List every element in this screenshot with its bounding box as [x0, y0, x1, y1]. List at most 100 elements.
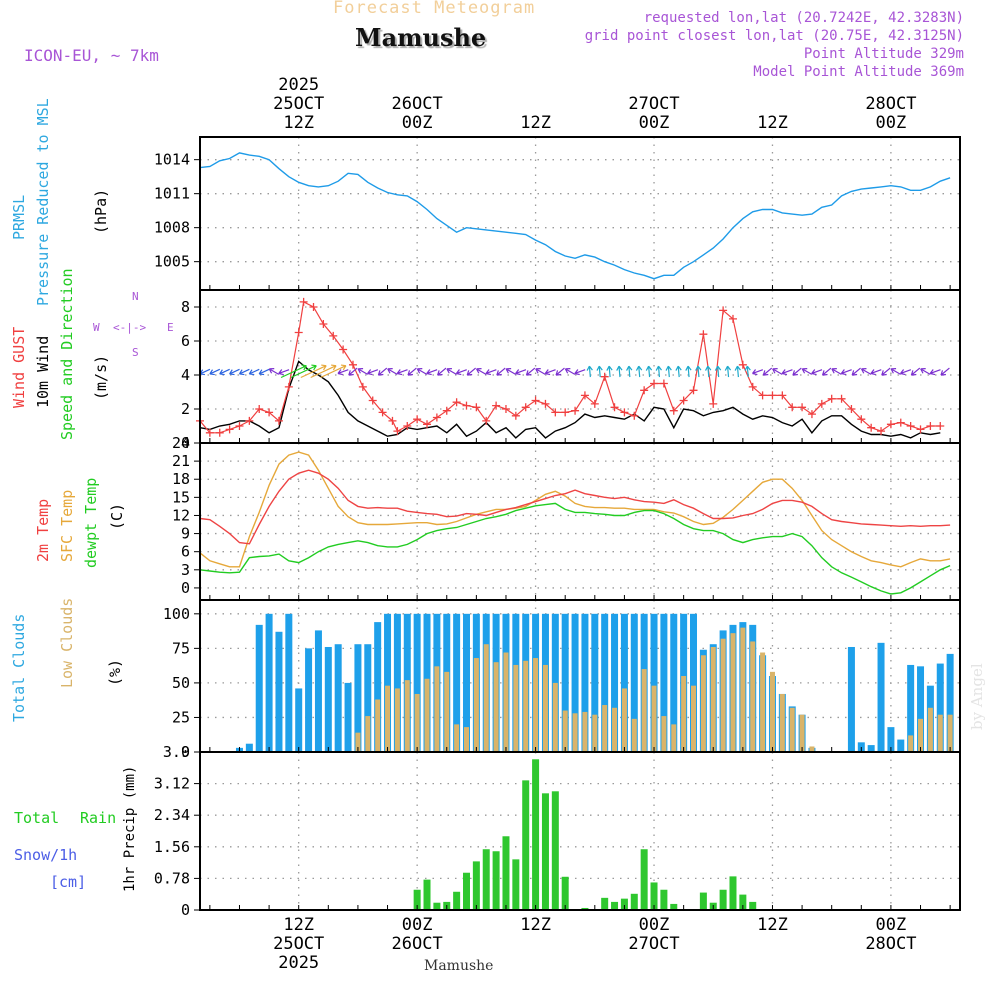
gust-marker — [319, 320, 328, 328]
y-tick-label: 1.56 — [154, 838, 190, 856]
label-total: Total — [14, 809, 60, 827]
wind-arrow — [219, 368, 230, 376]
precip-bar — [749, 901, 757, 910]
total-cloud-bar — [245, 743, 253, 752]
low-cloud-bar — [700, 655, 706, 752]
wind-gust-line — [199, 300, 941, 434]
gust-marker — [867, 423, 876, 432]
product-title: Forecast Meteogram — [333, 0, 536, 18]
gust-marker — [580, 391, 589, 400]
precip-bar — [611, 901, 619, 910]
low-cloud-bar — [582, 711, 588, 752]
total-cloud-bar — [265, 613, 273, 752]
low-cloud-bar — [641, 669, 647, 752]
label-t2m: 2m Temp — [34, 498, 52, 562]
gust-marker — [541, 399, 550, 408]
model-altitude: Model Point Altitude 369m — [753, 64, 964, 80]
wind-arrow — [792, 367, 802, 376]
wind-arrow — [685, 365, 692, 378]
wind-arrow — [586, 365, 593, 378]
top-time-label: 12Z — [757, 113, 788, 133]
total-cloud-bar — [847, 646, 855, 752]
low-cloud-bar — [602, 705, 608, 752]
label-rain: Rain — [80, 809, 117, 827]
label-temp-unit: (C) — [108, 502, 126, 530]
gust-marker — [205, 428, 214, 437]
gust-marker — [462, 401, 471, 410]
wind-arrow — [665, 365, 672, 378]
low-cloud-bar — [631, 718, 637, 752]
wind-arrow — [811, 369, 823, 376]
gust-marker — [368, 396, 377, 405]
low-cloud-bar — [661, 716, 667, 752]
precip-bar — [729, 876, 737, 910]
y-tick-label: 9 — [181, 525, 190, 543]
total-cloud-bar — [907, 664, 915, 752]
gust-marker — [630, 411, 639, 420]
gust-marker — [388, 416, 397, 425]
gust-marker — [906, 422, 915, 430]
low-cloud-bar — [463, 727, 469, 752]
low-cloud-bar — [720, 638, 726, 752]
gust-marker — [886, 420, 895, 429]
low-cloud-bar — [918, 718, 924, 752]
y-tick-label: 100 — [163, 605, 190, 623]
gust-marker — [916, 425, 925, 434]
wind-arrow — [310, 364, 337, 379]
gust-marker — [521, 403, 530, 412]
top-time-label: 28OCT — [865, 94, 916, 114]
bottom-time-label: 00Z — [639, 915, 670, 935]
wind-arrow — [320, 364, 347, 379]
bottom-time-label: 00Z — [402, 915, 433, 935]
credit: by Angel — [968, 663, 986, 730]
bottom-time-label: 28OCT — [865, 934, 916, 954]
gust-marker — [225, 425, 234, 434]
wind-arrow — [278, 369, 290, 376]
y-tick-label: 1005 — [154, 253, 190, 271]
y-tick-label: 6 — [181, 543, 190, 561]
wind-arrow — [387, 368, 398, 375]
wind-arrow — [485, 369, 497, 376]
wind-mean-line — [199, 360, 941, 439]
precip-bar — [433, 902, 441, 910]
wind-arrow — [781, 369, 793, 376]
low-cloud-bar — [937, 714, 943, 752]
precip-bar — [699, 892, 707, 910]
precip-bar — [532, 759, 540, 910]
low-cloud-bar — [523, 660, 529, 752]
top-time-label: 00Z — [402, 113, 433, 133]
total-cloud-bar — [551, 613, 559, 752]
gust-marker — [492, 401, 501, 410]
wind-arrow — [752, 369, 764, 376]
low-cloud-bar — [740, 627, 746, 752]
label-dewpt: dewpt Temp — [82, 477, 100, 568]
location-title: Mamushe — [355, 23, 487, 52]
y-tick-label: 1008 — [154, 219, 190, 237]
gust-marker — [896, 418, 905, 427]
gust-marker — [768, 391, 777, 400]
label-cloud-unit: (%) — [106, 658, 124, 686]
low-cloud-bar — [779, 693, 785, 752]
low-cloud-bar — [394, 688, 400, 752]
gust-marker — [827, 394, 836, 403]
low-cloud-bar — [809, 746, 815, 752]
low-cloud-bar — [769, 671, 775, 752]
wind-arrow — [300, 364, 327, 379]
precip-bar — [502, 836, 510, 910]
wind-arrow — [280, 364, 307, 379]
gust-marker — [339, 345, 348, 354]
y-tick-label: 6 — [181, 332, 190, 350]
label-low-clouds: Low Clouds — [58, 597, 76, 688]
precip-bars — [413, 759, 757, 910]
gust-marker — [348, 360, 357, 369]
wind-arrow — [626, 365, 633, 378]
total-cloud-bar — [384, 613, 392, 752]
gust-marker — [709, 399, 718, 408]
wind-arrow — [505, 368, 516, 375]
wind-arrow — [258, 368, 270, 376]
precip-bar — [620, 898, 628, 910]
gust-marker — [689, 386, 698, 395]
label-wind10: 10m Wind — [34, 335, 52, 408]
wind-arrow — [416, 368, 428, 375]
